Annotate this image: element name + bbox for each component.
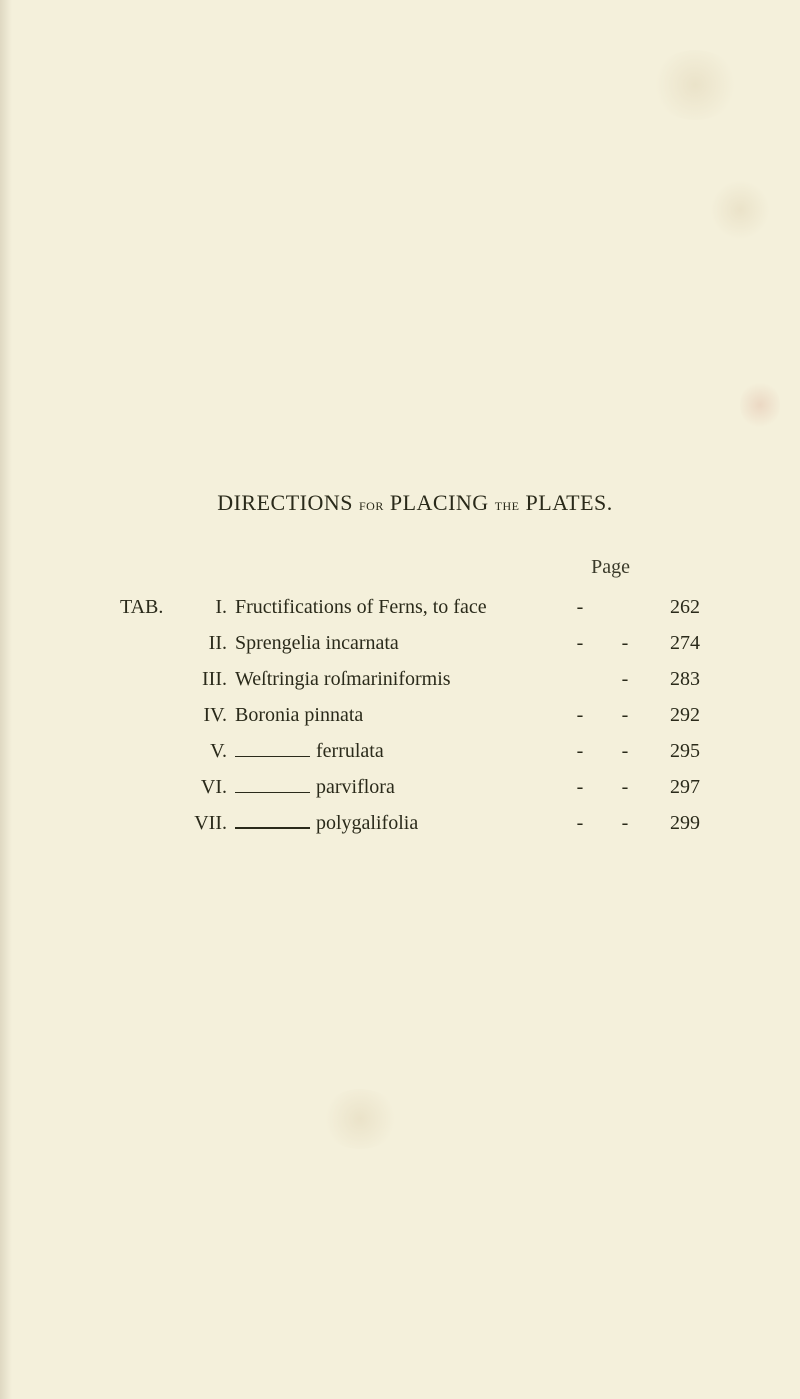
page-number: 283 xyxy=(650,663,710,695)
page-number: 299 xyxy=(650,807,710,839)
dash-separator: - xyxy=(600,627,650,659)
entry-description: Weſtringia roſmariniformis xyxy=(235,663,560,695)
tab-prefix: TAB. xyxy=(120,591,190,623)
table-row: VI. parviflora - - 297 xyxy=(120,771,710,803)
page-number: 295 xyxy=(650,735,710,767)
directions-heading: DIRECTIONS for PLACING the PLATES. xyxy=(120,490,710,516)
table-row: IV. Boronia pinnata - - 292 xyxy=(120,699,710,731)
page-number: 262 xyxy=(650,591,710,623)
entry-text: Boronia pinnata xyxy=(235,699,363,731)
entry-description: ferrulata xyxy=(235,735,560,767)
page-column-header: Page xyxy=(120,556,710,579)
heading-part-b: for xyxy=(359,495,384,514)
table-row: TAB. I. Fructifications of Ferns, to fac… xyxy=(120,591,710,623)
dash-separator: - xyxy=(560,807,600,839)
ditto-rule xyxy=(235,792,310,793)
page-number: 274 xyxy=(650,627,710,659)
entry-description: Fructifications of Ferns, to face xyxy=(235,591,560,623)
entry-text: Fructifications of Ferns, to face xyxy=(235,591,487,623)
table-row: V. ferrulata - - 295 xyxy=(120,735,710,767)
page-content: DIRECTIONS for PLACING the PLATES. Page … xyxy=(0,0,800,1399)
dash-separator: - xyxy=(600,771,650,803)
table-row: III. Weſtringia roſmariniformis - 283 xyxy=(120,663,710,695)
entry-description: parviflora xyxy=(235,771,560,803)
entry-description: Boronia pinnata xyxy=(235,699,560,731)
entry-text: polygalifolia xyxy=(316,807,418,839)
roman-numeral: III. xyxy=(190,663,235,695)
roman-numeral: II. xyxy=(190,627,235,659)
entry-text: parviflora xyxy=(316,771,395,803)
entry-text: ferrulata xyxy=(316,735,384,767)
ditto-rule xyxy=(235,827,310,829)
page-number: 292 xyxy=(650,699,710,731)
dash-separator: - xyxy=(560,591,600,623)
heading-part-d: the xyxy=(495,495,520,514)
dash-separator: - xyxy=(560,735,600,767)
table-row: VII. polygalifolia - - 299 xyxy=(120,807,710,839)
dash-separator: - xyxy=(600,663,650,695)
ditto-rule xyxy=(235,756,310,757)
dash-separator: - xyxy=(600,699,650,731)
entry-text: Weſtringia roſmariniformis xyxy=(235,663,451,695)
dash-separator: - xyxy=(560,699,600,731)
entry-text: Sprengelia incarnata xyxy=(235,627,399,659)
roman-numeral: V. xyxy=(190,735,235,767)
roman-numeral: I. xyxy=(190,591,235,623)
page-number: 297 xyxy=(650,771,710,803)
dash-separator: - xyxy=(600,807,650,839)
entry-description: Sprengelia incarnata xyxy=(235,627,560,659)
roman-numeral: IV. xyxy=(190,699,235,731)
entry-description: polygalifolia xyxy=(235,807,560,839)
dash-separator: - xyxy=(600,735,650,767)
roman-numeral: VI. xyxy=(190,771,235,803)
plate-entries: TAB. I. Fructifications of Ferns, to fac… xyxy=(120,591,710,839)
heading-part-c: PLACING xyxy=(384,490,495,515)
heading-part-e: PLATES. xyxy=(520,490,613,515)
roman-numeral: VII. xyxy=(190,807,235,839)
heading-part-a: DIRECTIONS xyxy=(217,490,359,515)
dash-separator: - xyxy=(560,771,600,803)
dash-separator: - xyxy=(560,627,600,659)
table-row: II. Sprengelia incarnata - - 274 xyxy=(120,627,710,659)
